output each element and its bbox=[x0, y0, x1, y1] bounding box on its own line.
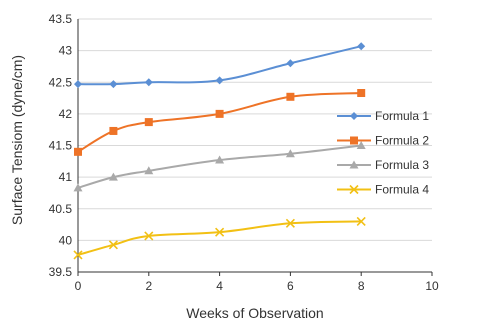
legend-label: Formula 4 bbox=[375, 183, 429, 197]
data-point bbox=[286, 92, 295, 101]
series-line bbox=[77, 92, 362, 153]
y-tick-label: 43 bbox=[59, 44, 73, 58]
x-tick-label: 2 bbox=[145, 279, 152, 293]
x-tick-label: 4 bbox=[216, 279, 223, 293]
data-point bbox=[73, 250, 83, 260]
x-axis-title: Weeks of Observation bbox=[186, 305, 323, 321]
x-tick-label: 0 bbox=[75, 279, 82, 293]
gridlines bbox=[78, 18, 432, 241]
y-tick-labels: 39.5 40 40.5 41 41.5 42 42.5 43 43.5 bbox=[49, 12, 73, 279]
x-tick-label: 8 bbox=[358, 279, 365, 293]
data-point bbox=[357, 42, 366, 51]
legend-item: Formula 3 bbox=[337, 158, 429, 172]
legend-marker bbox=[350, 112, 358, 120]
data-point bbox=[144, 118, 153, 127]
data-point bbox=[285, 218, 295, 228]
series-line bbox=[77, 220, 362, 256]
data-point bbox=[74, 80, 82, 89]
y-tick-label: 42.5 bbox=[49, 75, 73, 89]
y-tick-label: 41.5 bbox=[49, 139, 73, 153]
data-point bbox=[215, 76, 224, 85]
legend-marker bbox=[349, 184, 359, 195]
data-point bbox=[108, 172, 118, 181]
data-point bbox=[144, 78, 153, 87]
data-point bbox=[144, 231, 154, 241]
y-axis-title: Surface Tensiom (dyne/cm) bbox=[9, 55, 25, 225]
data-point bbox=[215, 227, 225, 237]
y-tick-label: 43.5 bbox=[49, 12, 73, 26]
y-tick-label: 40 bbox=[59, 233, 73, 247]
data-point bbox=[144, 166, 154, 175]
legend-item: Formula 1 bbox=[337, 109, 429, 123]
series-line bbox=[77, 144, 362, 189]
data-point bbox=[108, 240, 118, 250]
y-tick-label: 39.5 bbox=[49, 265, 73, 279]
data-point bbox=[109, 80, 118, 89]
axes bbox=[77, 19, 433, 276]
legend-label: Formula 2 bbox=[375, 134, 429, 148]
legend-item: Formula 2 bbox=[337, 134, 429, 148]
legend-marker bbox=[350, 136, 358, 145]
x-tick-label: 6 bbox=[287, 279, 294, 293]
data-point bbox=[286, 59, 295, 68]
data-point bbox=[74, 147, 82, 156]
data-point bbox=[73, 183, 83, 192]
data-point bbox=[215, 109, 224, 118]
series-3 bbox=[73, 141, 366, 192]
y-tick-label: 42 bbox=[59, 107, 73, 121]
y-tick-label: 40.5 bbox=[49, 202, 73, 216]
data-point bbox=[285, 149, 295, 158]
legend-marker bbox=[349, 160, 359, 169]
series-2 bbox=[74, 89, 366, 156]
series-group bbox=[73, 42, 366, 260]
data-point bbox=[109, 126, 118, 135]
data-point bbox=[356, 216, 366, 226]
data-point bbox=[357, 89, 366, 98]
legend-label: Formula 1 bbox=[375, 109, 429, 123]
y-tick-label: 41 bbox=[59, 170, 73, 184]
legend-label: Formula 3 bbox=[375, 158, 429, 172]
legend-item: Formula 4 bbox=[337, 183, 429, 197]
x-tick-labels: 0 2 4 6 8 10 bbox=[75, 279, 439, 293]
legend: Formula 1 Formula 2 Formula 3 Formula 4 bbox=[337, 109, 429, 197]
x-tick-label: 10 bbox=[425, 279, 439, 293]
data-point bbox=[215, 155, 225, 164]
series-4 bbox=[73, 216, 366, 260]
data-point bbox=[356, 141, 366, 149]
series-1 bbox=[74, 42, 366, 89]
